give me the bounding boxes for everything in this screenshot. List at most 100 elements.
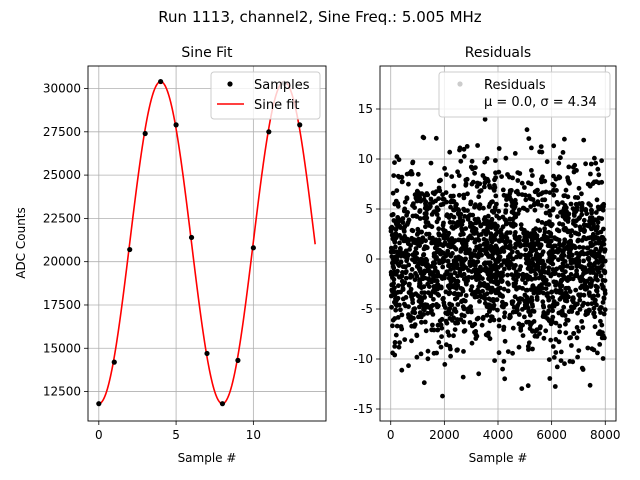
residual-point [476,251,482,256]
residual-point [477,299,482,304]
legend-residuals-marker [457,81,463,87]
residual-point [589,346,595,352]
residual-point [561,193,567,199]
residual-point [551,355,557,360]
residual-point [453,320,458,326]
residual-point [443,253,449,259]
residual-point [488,289,494,295]
residual-point [391,173,397,179]
residual-point [475,259,481,265]
residual-point [567,359,573,364]
residual-point [436,231,442,237]
residual-point [449,198,455,204]
residual-point [397,240,402,246]
residual-point [557,221,562,227]
residual-point [447,301,452,307]
residual-point [454,317,460,322]
residual-point [468,201,473,207]
residual-point [408,243,413,248]
residual-point [444,342,449,348]
residual-point [513,269,519,275]
residual-point [410,160,415,166]
residual-point [528,181,534,187]
residual-point [419,229,424,235]
residual-point [546,269,551,274]
residual-point [571,331,577,336]
residual-point [417,310,423,316]
residual-point [486,285,492,290]
residual-point [466,235,471,241]
residual-point [542,178,548,184]
residual-point [472,252,478,258]
residual-point [426,284,432,289]
residual-point [492,358,497,363]
residual-point [597,329,603,334]
residual-point [500,187,506,193]
residual-point [484,156,490,161]
residual-point [421,252,426,258]
residual-point [534,297,540,302]
residual-point [473,336,479,341]
residual-point [519,180,525,186]
residual-point [461,306,467,312]
residual-point [424,207,430,213]
residual-point [588,203,593,208]
residual-point [515,178,521,183]
residual-point [530,256,536,262]
residual-point [509,209,515,215]
residual-point [555,214,560,220]
residual-point [557,241,562,247]
residual-point [551,187,556,193]
residual-point [526,136,532,142]
residual-point [584,251,590,257]
residual-point [486,296,492,302]
residual-point [456,173,462,179]
residuals-ticks: 0 2000 4000 6000 8000 -15 -10 -5 0 5 10 15 [353,102,620,442]
residuals-points-layer [388,116,608,399]
residual-point [427,235,433,241]
residual-point [555,201,561,207]
residual-point [476,284,482,289]
residual-point [436,216,441,222]
residual-point [572,230,578,236]
residual-point [598,318,603,324]
residual-point [429,327,434,333]
residual-point [500,245,506,251]
residual-point [493,170,498,176]
residual-point [553,320,559,326]
residual-point [482,159,488,165]
residual-point [551,299,557,304]
sine-fit-plot-area [88,66,326,421]
residual-point [481,241,487,247]
residual-point [487,260,493,266]
residual-point [551,303,557,309]
residual-point [538,144,544,150]
residual-point [488,224,494,230]
residual-point [552,384,558,389]
residual-point [447,241,453,247]
residual-point [583,309,589,314]
residual-point [461,146,467,152]
residual-point [398,274,403,280]
residual-point [426,266,431,272]
residual-point [391,281,396,286]
residual-point [556,175,562,181]
residual-point [453,278,459,284]
residual-point [536,285,542,290]
residual-point [575,262,581,268]
residual-point [566,164,572,170]
residual-point [483,332,489,338]
residual-point [416,260,422,266]
residual-point [414,214,420,219]
residual-point [598,245,604,251]
residual-point [441,197,447,202]
residual-point [537,259,543,265]
residual-point [577,201,582,207]
residual-point [533,253,539,258]
residual-point [507,315,512,321]
residual-point [451,258,457,264]
residual-point [470,221,475,227]
residual-point [391,265,397,271]
residual-point [434,205,440,211]
